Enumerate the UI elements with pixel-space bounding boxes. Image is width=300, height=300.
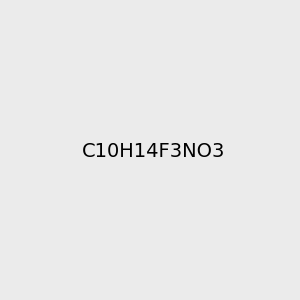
Text: C10H14F3NO3: C10H14F3NO3 xyxy=(82,142,225,161)
